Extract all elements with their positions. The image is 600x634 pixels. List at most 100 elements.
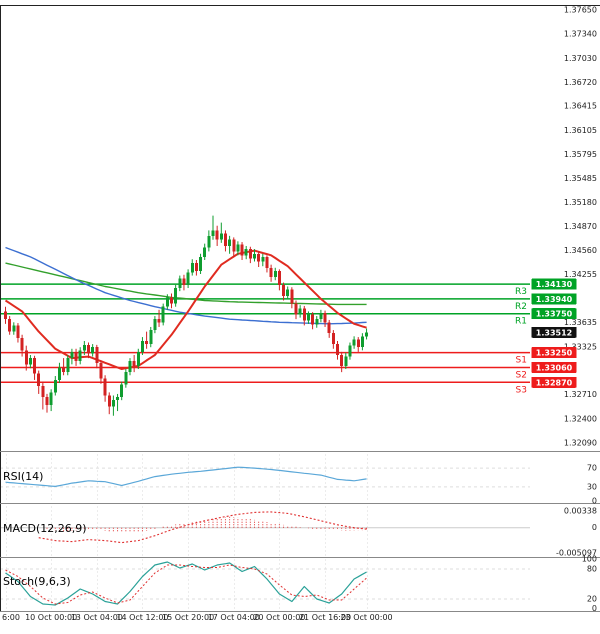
candle-body [348,345,352,357]
support-label-s3: S3 [516,385,527,395]
candle-body [331,333,335,345]
candle-body [261,256,265,262]
candle-body [12,325,16,332]
candle-body [306,314,310,321]
support-s3-badge [531,376,577,388]
candle-body [78,350,82,362]
candle-body [327,322,331,334]
price-tick-label: 1.36105 [564,126,597,135]
support-s3-badge-label: 1.32870 [536,378,573,387]
candle-body [120,384,124,398]
candle-body [290,289,294,304]
candle-body [49,392,53,405]
candle-body [103,378,107,396]
stoch-axis-label: 100 [582,555,597,564]
price-tick-label: 1.34870 [564,222,597,231]
candle-body [323,312,327,323]
time-tick-label: 23 Oct 00:00 [340,613,392,622]
candle-body [344,356,348,366]
candle-body [128,361,132,373]
candle-body [219,233,223,240]
candle-body [95,347,99,363]
candle-body [33,358,37,374]
price-tick-label: 1.35485 [564,174,597,183]
candle-body [66,358,70,373]
candle-body [286,289,290,296]
rsi-axis-label: 0 [592,497,597,506]
candle-body [207,235,211,248]
candle-body [203,247,207,257]
candle-body [319,312,323,320]
stoch-panel-label: Stoch(9,6,3) [3,575,71,588]
candle-body [190,263,194,273]
candle-body [302,308,306,321]
candle-body [340,354,344,366]
candle-body [116,397,120,401]
current-price-badge [531,326,577,338]
candle-body [82,344,86,351]
candle-body [37,373,41,387]
candle-body [170,297,173,304]
candle-body [269,267,273,278]
candle-body [4,311,7,320]
time-tick-label: 17 Oct 04:00 [208,613,260,622]
candle-body [240,244,244,256]
price-tick-label: 1.32400 [564,414,597,423]
time-tick-label: 6:00 [2,613,20,622]
stoch-axis-label: 80 [587,565,597,574]
candle-body [145,340,149,345]
support-s2-badge-label: 1.33060 [536,363,573,372]
time-tick-label: 13 Oct 04:00 [71,613,123,622]
candle-body [182,278,186,285]
candle-body [157,319,161,323]
candle-body [165,297,169,307]
price-tick-label: 1.35795 [564,150,597,159]
candle-body [294,303,298,315]
support-s1-badge-label: 1.33250 [536,349,573,358]
candle-body [298,308,302,315]
candle-body [228,239,232,246]
candle-body [282,284,286,296]
candle-body [199,256,203,271]
candle-body [53,379,57,393]
candle-body [20,337,24,351]
candle-body [132,361,136,366]
rsi-line [5,466,367,488]
candle-body [257,253,261,262]
resistance-r1-badge [531,308,577,320]
price-tick-label: 1.33635 [564,318,597,327]
candle-body [45,397,49,405]
stoch-axis-label: 20 [587,595,597,604]
candle-body [87,344,90,354]
candle-body [356,339,360,348]
macd-axis-label: -0.005097 [556,549,597,558]
candle-body [111,400,115,407]
price-tick-label: 1.36415 [564,102,597,111]
time-tick-label: 21 Oct 16:00 [299,613,351,622]
candle-body [232,239,236,252]
candle-body [273,270,277,278]
candle-body [124,372,128,385]
resistance-r3-badge [531,278,577,290]
resistance-label-r3: R3 [515,287,527,297]
macd-axis-label: 0.00338 [564,507,597,516]
rsi-axis-label: 30 [587,482,597,491]
support-label-s1: S1 [516,356,527,366]
time-tick-label: 10 Oct 00:00 [25,613,77,622]
price-tick-label: 1.32090 [564,439,597,448]
candle-body [149,330,153,345]
macd-panel-label: MACD(12,26,9) [3,522,87,535]
price-tick-label: 1.32710 [564,390,597,399]
candle-body [161,306,165,323]
candle-body [365,332,369,337]
candle-body [215,230,219,240]
current-price-badge-label: 1.33512 [536,328,572,337]
macd-axis-label: 0 [592,523,597,532]
candle-body [140,340,144,352]
candle-body [28,358,32,365]
candle-body [244,249,248,256]
resistance-r1-badge-label: 1.33750 [536,310,573,319]
support-label-s2: S2 [516,370,527,380]
support-s1-badge [531,347,577,359]
